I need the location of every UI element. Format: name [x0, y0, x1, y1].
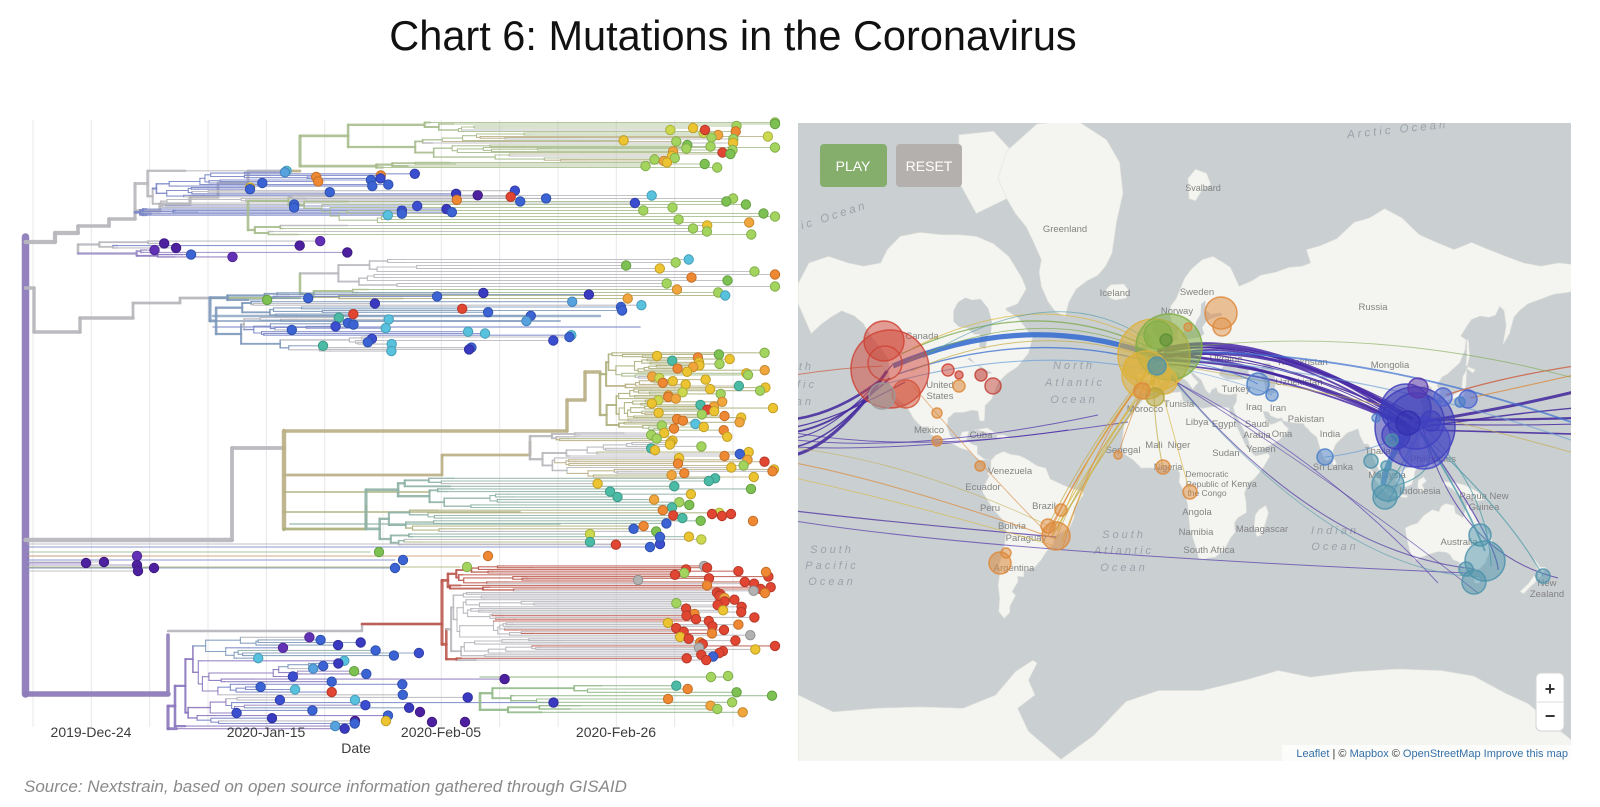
svg-text:Morocco: Morocco	[1127, 404, 1163, 415]
svg-text:Norway: Norway	[1161, 306, 1193, 317]
svg-text:Ocean: Ocean	[808, 576, 855, 588]
svg-text:Source: Nextstrain, based on o: Source: Nextstrain, based on open source…	[24, 777, 627, 796]
svg-text:States: States	[927, 391, 954, 402]
svg-text:Niger: Niger	[1168, 440, 1191, 451]
svg-text:South: South	[810, 544, 854, 556]
svg-text:Yemen: Yemen	[1246, 444, 1275, 455]
svg-text:Angola: Angola	[1182, 507, 1212, 518]
svg-text:Democratic: Democratic	[1186, 469, 1230, 479]
svg-text:th: th	[799, 361, 814, 373]
svg-text:Saudi: Saudi	[1245, 419, 1269, 430]
svg-text:Kenya: Kenya	[1231, 479, 1257, 489]
svg-text:Paraguay: Paraguay	[1006, 533, 1047, 544]
svg-text:PLAY: PLAY	[836, 158, 871, 174]
svg-text:Mongolia: Mongolia	[1371, 360, 1410, 371]
svg-text:the Congo: the Congo	[1187, 488, 1226, 498]
svg-text:Sri Lanka: Sri Lanka	[1313, 462, 1354, 473]
svg-text:2020-Feb-05: 2020-Feb-05	[401, 724, 481, 740]
svg-text:Greenland: Greenland	[1043, 224, 1087, 235]
svg-text:Iraq: Iraq	[1246, 402, 1262, 413]
svg-text:Namibia: Namibia	[1179, 527, 1215, 538]
svg-text:Australia: Australia	[1441, 537, 1479, 548]
svg-text:Pakistan: Pakistan	[1288, 414, 1324, 425]
svg-text:Mali: Mali	[1145, 440, 1162, 451]
svg-text:Ocean: Ocean	[1050, 394, 1097, 406]
svg-text:Date: Date	[341, 740, 371, 756]
svg-text:ific: ific	[792, 379, 817, 391]
svg-text:2020-Jan-15: 2020-Jan-15	[227, 724, 306, 740]
svg-text:Argentina: Argentina	[994, 563, 1035, 574]
svg-text:Chart 6: Mutations in the Coro: Chart 6: Mutations in the Coronavirus	[389, 12, 1076, 59]
svg-text:Canada: Canada	[905, 331, 939, 342]
svg-text:2020-Feb-26: 2020-Feb-26	[576, 724, 656, 740]
svg-text:India: India	[1320, 429, 1341, 440]
svg-text:North: North	[1053, 360, 1095, 372]
svg-text:Republic of: Republic of	[1186, 479, 1229, 489]
svg-text:Russia: Russia	[1358, 302, 1388, 313]
svg-text:Arabia: Arabia	[1243, 430, 1271, 441]
svg-text:Ocean: Ocean	[1100, 562, 1147, 574]
svg-text:Svalbard: Svalbard	[1185, 183, 1221, 193]
svg-text:Iran: Iran	[1270, 403, 1286, 414]
svg-text:+: +	[1545, 679, 1556, 699]
svg-text:2019-Dec-24: 2019-Dec-24	[51, 724, 132, 740]
svg-text:Senegal: Senegal	[1106, 445, 1141, 456]
svg-text:Leaflet | © Mapbox © OpenStree: Leaflet | © Mapbox © OpenStreetMap Impro…	[1296, 748, 1568, 760]
svg-text:South Africa: South Africa	[1183, 545, 1235, 556]
svg-text:Libya: Libya	[1186, 417, 1209, 428]
svg-text:Zealand: Zealand	[1530, 589, 1564, 600]
svg-text:−: −	[1545, 706, 1556, 726]
svg-text:Atlantic: Atlantic	[1044, 377, 1105, 389]
svg-text:an: an	[796, 396, 814, 408]
svg-text:Bolivia: Bolivia	[998, 521, 1027, 532]
svg-text:Ukraine: Ukraine	[1210, 354, 1243, 365]
svg-text:Peru: Peru	[980, 503, 1000, 514]
svg-text:Pacific: Pacific	[805, 560, 858, 572]
svg-text:New: New	[1537, 578, 1556, 589]
svg-text:Brazil: Brazil	[1032, 501, 1056, 512]
svg-text:RESET: RESET	[906, 158, 953, 174]
svg-text:Atlantic: Atlantic	[1093, 545, 1154, 557]
svg-text:Indonesia: Indonesia	[1399, 486, 1441, 497]
svg-text:Sudan: Sudan	[1212, 448, 1239, 459]
svg-text:Sweden: Sweden	[1180, 287, 1214, 298]
svg-text:Madagascar: Madagascar	[1236, 524, 1288, 535]
svg-text:Tunisia: Tunisia	[1164, 399, 1195, 410]
svg-text:Indian: Indian	[1311, 525, 1359, 537]
svg-text:Oma: Oma	[1272, 429, 1293, 440]
svg-text:Egypt: Egypt	[1212, 419, 1237, 430]
svg-text:South: South	[1102, 529, 1146, 541]
svg-text:Mexico: Mexico	[914, 425, 944, 436]
svg-text:Turkey: Turkey	[1222, 384, 1251, 395]
svg-text:United: United	[926, 380, 953, 391]
svg-text:Guinea: Guinea	[1469, 502, 1500, 513]
svg-text:Iceland: Iceland	[1100, 288, 1131, 299]
svg-text:Ocean: Ocean	[1311, 541, 1358, 553]
svg-text:Venezuela: Venezuela	[988, 466, 1033, 477]
svg-text:Ecuador: Ecuador	[965, 482, 1000, 493]
